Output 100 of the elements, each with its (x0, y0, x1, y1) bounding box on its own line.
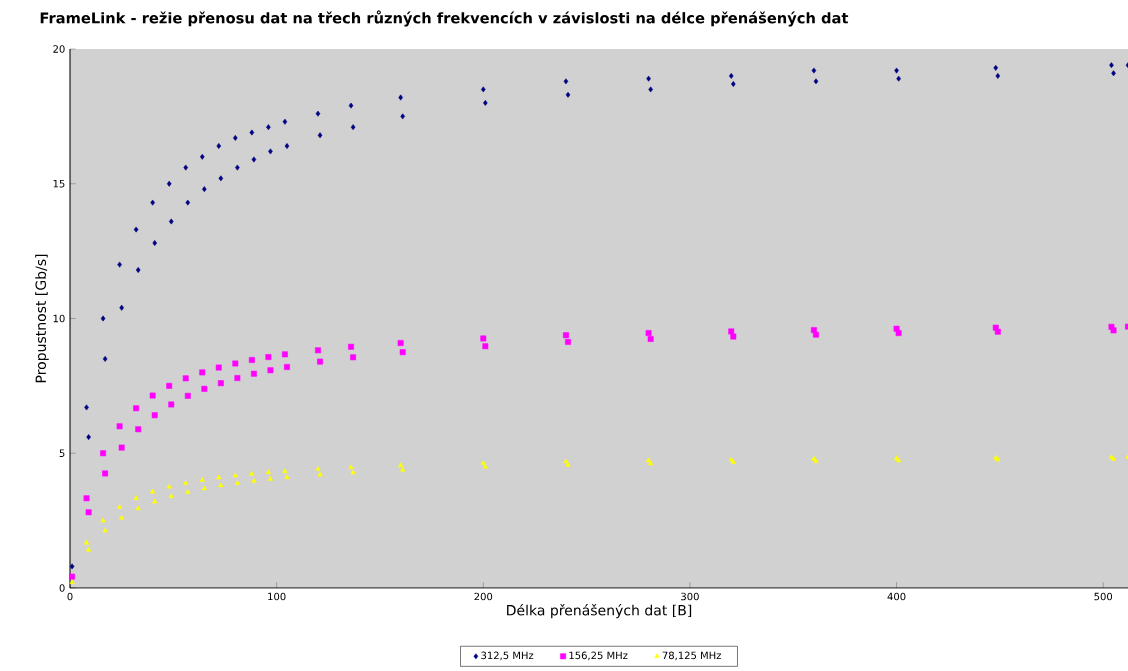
point (895, 330, 902, 336)
y-tick-label: 20 (53, 45, 65, 53)
point (563, 78, 569, 85)
point (284, 474, 290, 480)
point (350, 354, 357, 361)
point (85, 509, 92, 516)
point (896, 457, 902, 463)
point (315, 347, 321, 354)
point (135, 426, 142, 433)
point (400, 113, 405, 120)
point (149, 392, 156, 399)
point (182, 375, 189, 382)
legend-label: 312,5 MHz (481, 651, 534, 661)
x-tick-label: 100 (268, 592, 286, 601)
point (284, 364, 290, 370)
point (218, 482, 224, 488)
point (168, 493, 174, 498)
point (317, 471, 323, 477)
point (894, 67, 899, 74)
point (1110, 327, 1117, 334)
point (233, 134, 238, 141)
point (150, 488, 156, 494)
point (348, 464, 354, 470)
point (102, 470, 109, 477)
point (350, 124, 356, 131)
point (234, 375, 241, 381)
point (563, 332, 569, 339)
point (216, 143, 222, 149)
point (166, 382, 173, 389)
point (646, 75, 651, 82)
point (265, 354, 272, 360)
point (232, 360, 239, 367)
point (184, 392, 191, 399)
point (235, 164, 240, 171)
point (813, 458, 819, 463)
point (483, 99, 488, 106)
point (398, 462, 404, 467)
point (183, 480, 189, 485)
point (645, 330, 652, 336)
point (100, 450, 107, 457)
point (185, 489, 191, 494)
point (995, 73, 1001, 79)
point (69, 579, 75, 584)
point (282, 468, 288, 473)
point (152, 240, 158, 246)
point (234, 480, 240, 485)
point (183, 164, 188, 171)
point (565, 91, 571, 98)
point (994, 328, 1001, 335)
point (993, 64, 999, 71)
point (119, 304, 124, 311)
point (480, 460, 486, 465)
point (216, 474, 222, 480)
y-tick-label: 5 (59, 449, 65, 457)
point (86, 547, 92, 552)
point (118, 444, 125, 451)
x-tick-label: 300 (681, 592, 699, 601)
point (282, 118, 288, 125)
point (248, 357, 255, 363)
point (348, 102, 354, 109)
point (730, 459, 736, 464)
point (267, 367, 274, 374)
point (169, 218, 174, 225)
point (83, 495, 90, 502)
point (284, 143, 290, 149)
legend-label: 156,25 MHz (569, 651, 628, 661)
chart-title: FrameLink - režie přenosu dat na třech různých frekvencích v závislosti na délce přenášených dat (40, 10, 849, 27)
point (117, 261, 122, 268)
point (813, 331, 819, 338)
point (133, 226, 139, 233)
point (100, 517, 106, 523)
point (266, 124, 271, 131)
point (268, 148, 273, 155)
y-axis-title: Propustnost [Gb/s] (35, 254, 49, 383)
point (565, 339, 571, 345)
point (397, 340, 404, 346)
point (730, 333, 737, 340)
x-tick-label: 0 (67, 592, 73, 601)
point (215, 364, 222, 371)
point (202, 186, 207, 193)
point (267, 476, 274, 481)
point (86, 434, 91, 441)
point (348, 343, 354, 350)
point (350, 469, 356, 475)
y-tick-label: 15 (53, 180, 65, 188)
point (201, 385, 208, 392)
point (201, 485, 207, 491)
point (199, 153, 205, 160)
point (398, 94, 403, 101)
point (232, 472, 238, 478)
point (731, 81, 736, 87)
point (811, 67, 817, 74)
point (399, 349, 406, 356)
point (69, 563, 75, 570)
point (482, 343, 489, 350)
point (250, 370, 257, 377)
point (185, 199, 191, 206)
point (480, 335, 487, 342)
point (150, 199, 155, 206)
point (152, 498, 158, 504)
